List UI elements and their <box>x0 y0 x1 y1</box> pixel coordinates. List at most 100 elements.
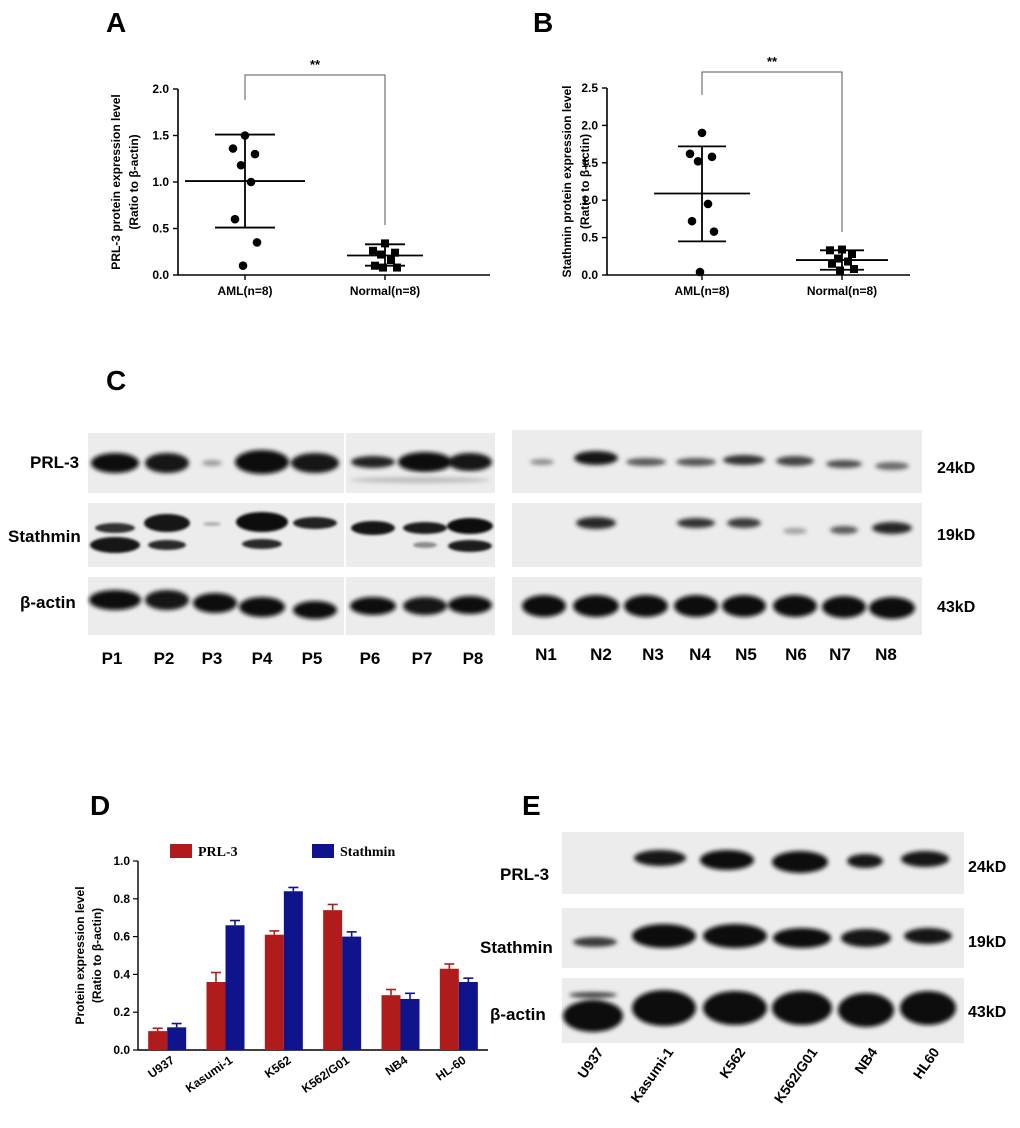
band <box>776 456 814 466</box>
lane-label: U937 <box>574 1044 606 1081</box>
bar <box>458 981 478 1050</box>
lane-label: N1 <box>535 645 557 664</box>
blot-c-lane-labels: P1 P2 P3 P4 P5 P6 P7 P8 N1 N2 N3 N4 N5 N6 N7 N8 <box>102 645 897 668</box>
band <box>573 937 617 947</box>
significance-label: ** <box>310 57 321 72</box>
band <box>448 540 492 552</box>
band <box>634 850 686 866</box>
data-point <box>844 257 852 266</box>
blot-c-size-19kd: 19kD <box>937 527 975 544</box>
band <box>145 453 189 473</box>
y-tick-label: 0.8 <box>113 892 130 906</box>
band <box>89 590 141 610</box>
x-category-label: K562/G01 <box>299 1053 352 1096</box>
band <box>700 850 754 870</box>
band <box>144 514 190 532</box>
x-category-label: AML(n=8) <box>218 284 273 298</box>
lane-label: Kasumi-1 <box>627 1044 676 1105</box>
data-point <box>687 216 697 226</box>
band <box>904 928 952 944</box>
data-point <box>238 261 248 271</box>
band <box>242 539 282 549</box>
x-category-label: NB4 <box>383 1053 411 1078</box>
y-axis-title: Protein expression level <box>73 886 87 1024</box>
lane-label: P1 <box>102 649 123 668</box>
y-axis-subtitle: (Ratio to β-actin) <box>578 134 592 229</box>
data-point <box>393 263 401 272</box>
data-point <box>252 238 262 247</box>
panel-letter-e: E <box>522 790 541 821</box>
bar <box>381 995 401 1050</box>
y-axis-subtitle: (Ratio to β-actin) <box>127 134 141 229</box>
band <box>448 596 492 614</box>
band <box>626 458 666 466</box>
data-point <box>250 149 260 159</box>
band <box>522 595 566 617</box>
band <box>530 459 554 465</box>
blot-c-row-label-prl3: PRL-3 <box>30 453 79 472</box>
chart-b-stathmin-scatter: 0.0 0.5 1.0 1.5 2.0 2.5 Stathmin protein expre… <box>560 54 910 298</box>
bar <box>225 925 245 1050</box>
x-category-label: Kasumi-1 <box>183 1053 236 1096</box>
data-point <box>228 144 238 153</box>
y-tick-label: 1.0 <box>152 175 169 189</box>
lane-label: HL60 <box>910 1044 943 1081</box>
band <box>90 537 140 553</box>
x-category-label: Normal(n=8) <box>350 284 420 298</box>
data-point <box>697 128 707 138</box>
lane-label: P8 <box>463 649 484 668</box>
blot-e-membrane-prl3 <box>562 832 964 894</box>
blot-e-lane-labels: U937 Kasumi-1 K562 K562/G01 NB4 HL60 <box>574 1044 942 1106</box>
lane-label: N4 <box>689 645 711 664</box>
blot-c-row-label-stathmin: Stathmin <box>8 527 81 546</box>
bar <box>167 1027 187 1050</box>
band <box>403 522 447 534</box>
data-point <box>828 259 836 268</box>
band <box>772 991 832 1025</box>
band <box>677 518 715 528</box>
band <box>722 595 766 617</box>
x-category-label: HL-60 <box>433 1053 469 1084</box>
data-point <box>707 152 717 162</box>
chart-a-prl3-scatter: 0.0 0.5 1.0 1.5 2.0 PRL-3 protein expression … <box>109 57 490 298</box>
bar <box>264 934 284 1050</box>
data-point <box>703 199 713 209</box>
bar <box>148 1031 168 1050</box>
data-point <box>246 177 256 187</box>
bar <box>323 910 343 1050</box>
band <box>822 596 866 618</box>
band <box>148 540 186 550</box>
legend-swatch <box>170 844 192 858</box>
lane-label: NB4 <box>851 1044 880 1076</box>
blot-c-size-24kd: 24kD <box>937 460 975 477</box>
band <box>900 991 956 1025</box>
band <box>351 521 395 535</box>
data-point <box>377 250 385 259</box>
band <box>847 854 883 868</box>
band <box>632 990 696 1026</box>
y-tick-label: 2.0 <box>581 118 598 132</box>
lane-label: K562 <box>716 1044 748 1081</box>
blot-e-row-label-prl3: PRL-3 <box>500 865 549 884</box>
y-tick-label: 0.4 <box>113 967 130 981</box>
band <box>236 512 288 532</box>
lane-label: N2 <box>590 645 612 664</box>
band <box>95 523 135 533</box>
y-tick-label: 0.2 <box>113 1005 130 1019</box>
y-axis-title: PRL-3 protein expression level <box>109 94 123 269</box>
x-category-label: K562 <box>262 1053 294 1081</box>
x-category-label: U937 <box>145 1053 177 1081</box>
band <box>838 993 894 1027</box>
blot-e-row-label-actin: β-actin <box>490 1005 546 1024</box>
bar <box>439 968 459 1050</box>
data-point <box>369 246 377 255</box>
y-tick-label: 1.0 <box>113 854 130 868</box>
data-point <box>379 263 387 272</box>
significance-bracket <box>701 71 843 232</box>
blot-e-size-19kd: 19kD <box>968 934 1006 951</box>
data-point <box>709 227 719 236</box>
lane-label: N3 <box>642 645 664 664</box>
band <box>350 597 396 615</box>
data-point <box>693 157 703 166</box>
band <box>91 453 139 473</box>
